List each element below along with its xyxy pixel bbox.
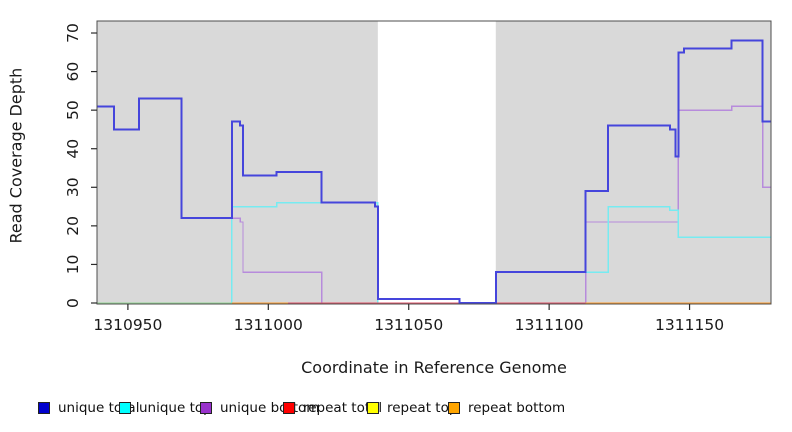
legend-swatch-repeat-top: [367, 402, 379, 414]
series-line-unique-total: [97, 39, 771, 304]
plot-border: [96, 20, 772, 305]
y-tick-label: 10: [64, 255, 82, 275]
y-tick-label: 50: [64, 100, 82, 120]
legend-label: repeat bottom: [468, 400, 566, 416]
legend-swatch-unique-top: [119, 402, 131, 414]
legend-swatch-repeat-total: [283, 402, 295, 414]
y-tick-label: 70: [64, 23, 82, 43]
legend-item-unique-top: unique top: [119, 399, 212, 417]
y-tick-label: 40: [64, 139, 82, 159]
y-tick-label: 20: [64, 216, 82, 236]
white-band-region: [377, 21, 496, 304]
x-tick-label: 1311050: [374, 316, 443, 334]
legend-label: repeat total: [303, 400, 383, 416]
x-tick-label: 1311100: [515, 316, 584, 334]
legend-label: repeat top: [387, 400, 458, 416]
y-tick-label: 60: [64, 62, 82, 82]
x-tick-label: 1311000: [234, 316, 303, 334]
x-tick-label: 1310950: [93, 316, 162, 334]
legend-item-repeat-total: repeat total: [283, 399, 382, 417]
legend-label: unique top: [139, 400, 212, 416]
y-axis-title: Read Coverage Depth: [6, 67, 26, 244]
x-tick-label: 1311150: [655, 316, 724, 334]
legend-swatch-repeat-bottom: [448, 402, 460, 414]
legend-item-repeat-bottom: repeat bottom: [448, 399, 565, 417]
legend-item-repeat-top: repeat top: [367, 399, 457, 417]
x-axis-title: Coordinate in Reference Genome: [301, 358, 567, 377]
y-tick-label: 30: [64, 177, 82, 197]
legend: unique total unique top unique bottom repea…: [0, 399, 792, 419]
legend-swatch-unique-total: [38, 402, 50, 414]
legend-swatch-unique-bottom: [200, 402, 212, 414]
y-tick-label: 0: [64, 298, 82, 308]
